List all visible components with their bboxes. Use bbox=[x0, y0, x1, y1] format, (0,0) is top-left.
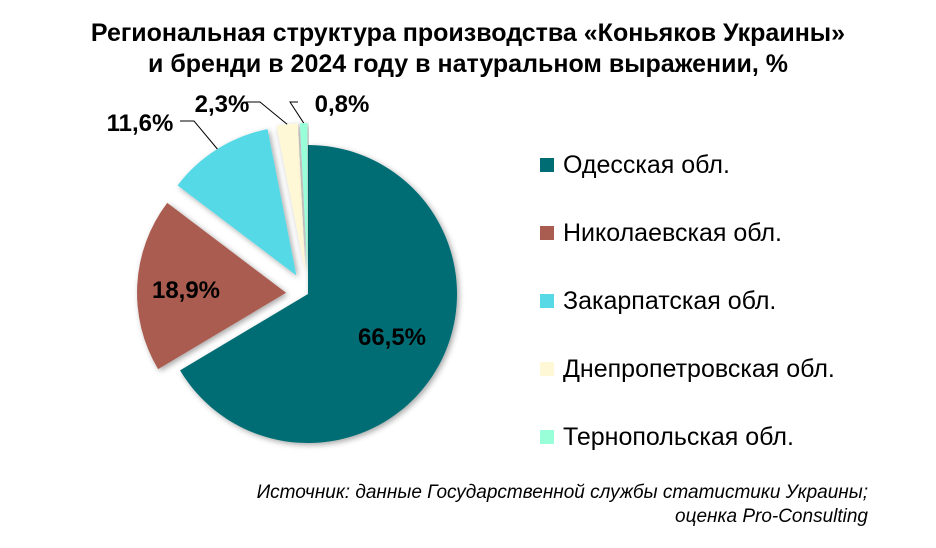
legend-label: Тернопольская обл. bbox=[563, 422, 794, 451]
legend-swatch bbox=[540, 158, 554, 172]
leader-line-dnipro bbox=[246, 101, 288, 125]
title-line-1: Региональная структура производства «Кон… bbox=[90, 19, 846, 47]
legend-item-dnipro: Днепропетровская обл. bbox=[540, 335, 835, 403]
title-line-2: и бренди в 2024 году в натуральном выраж… bbox=[148, 50, 788, 78]
pie-slice-mykolaiv bbox=[137, 202, 287, 370]
source-note: Источник: данные Государственной службы … bbox=[257, 481, 868, 529]
legend-label: Николаевская обл. bbox=[563, 218, 782, 247]
pie-slice-ternopil bbox=[299, 123, 308, 273]
leader-line-ternopil bbox=[289, 101, 305, 124]
pie-slice-dnipro bbox=[276, 123, 306, 273]
legend-item-ternopil: Тернопольская обл. bbox=[540, 403, 835, 471]
legend-label: Днепропетровская обл. bbox=[563, 354, 835, 383]
data-label-odesa: 66,5% bbox=[358, 324, 426, 351]
legend-label: Одесская обл. bbox=[563, 150, 730, 179]
source-line-1: Источник: данные Государственной службы … bbox=[256, 482, 868, 503]
data-label-mykolaiv: 18,9% bbox=[152, 277, 220, 304]
legend-swatch bbox=[540, 226, 554, 240]
data-label-ternopil: 0,8% bbox=[315, 91, 370, 118]
data-label-dnipro: 2,3% bbox=[195, 91, 250, 118]
legend-label: Закарпатская обл. bbox=[563, 286, 777, 315]
source-line-2: оценка Pro-Consulting bbox=[675, 506, 868, 527]
leader-line-zakarpattia bbox=[180, 120, 218, 150]
legend-item-zakarpattia: Закарпатская обл. bbox=[540, 267, 835, 335]
legend-item-odesa: Одесская обл. bbox=[540, 131, 835, 199]
chart-title: Региональная структура производства «Кон… bbox=[0, 18, 936, 80]
pie-slice-odesa bbox=[180, 145, 458, 444]
legend-swatch bbox=[540, 294, 554, 308]
pie-slice-zakarpattia bbox=[177, 129, 297, 276]
legend-swatch bbox=[540, 430, 554, 444]
legend: Одесская обл. Николаевская обл. Закарпат… bbox=[540, 131, 835, 471]
data-label-zakarpattia: 11,6% bbox=[107, 110, 174, 137]
legend-item-mykolaiv: Николаевская обл. bbox=[540, 199, 835, 267]
legend-swatch bbox=[540, 362, 554, 376]
